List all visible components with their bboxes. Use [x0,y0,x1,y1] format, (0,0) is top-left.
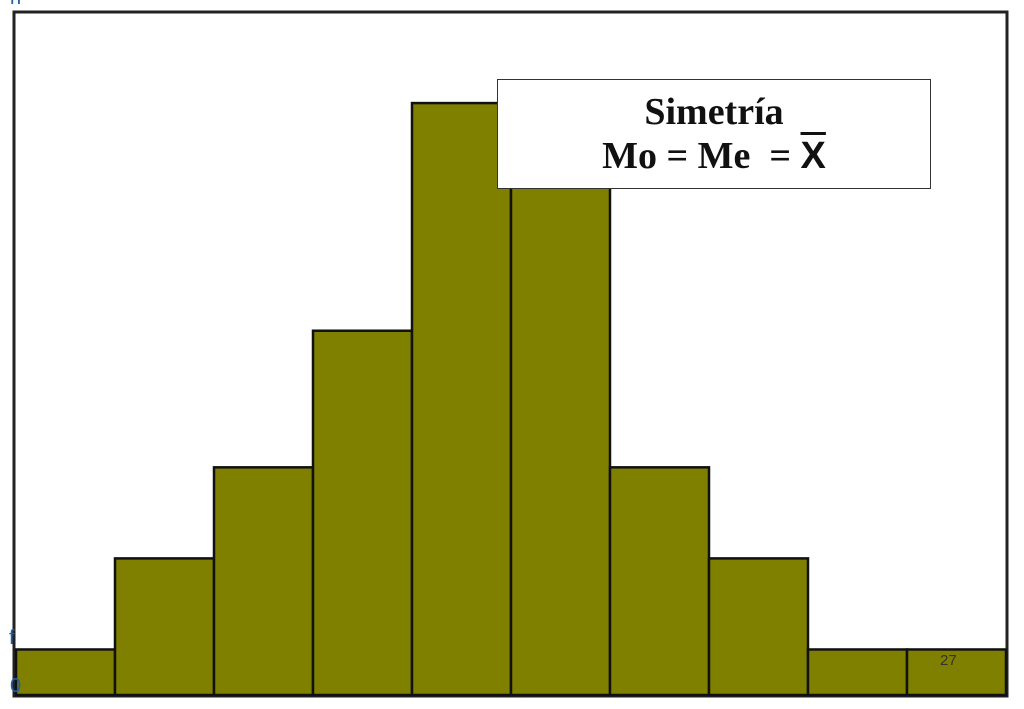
axis-label-zero: 0 [10,675,22,697]
axis-label-f: f [9,627,15,649]
histogram-bar-5 [410,101,513,697]
histogram-bar-6 [509,147,612,697]
histogram-bar-3 [212,466,315,697]
annotation-formula-text: Mo = Me = [602,135,801,177]
axis-label-top: n [10,0,21,8]
histogram-bar-9 [806,648,909,697]
annotation-box: Simetría Mo = Me = X [497,79,931,189]
mean-symbol: X [800,135,826,177]
histogram-bar-8 [707,557,810,697]
slide-number: 27 [940,652,957,669]
histogram-bar-2 [113,557,216,697]
annotation-formula: Mo = Me = X [602,134,826,178]
histogram-bar-10 [905,648,1008,697]
histogram-bar-7 [608,466,711,697]
histogram-bar-1 [14,648,117,697]
histogram-bar-4 [311,329,414,697]
annotation-title: Simetría [644,91,784,133]
bars-group [14,101,1008,697]
